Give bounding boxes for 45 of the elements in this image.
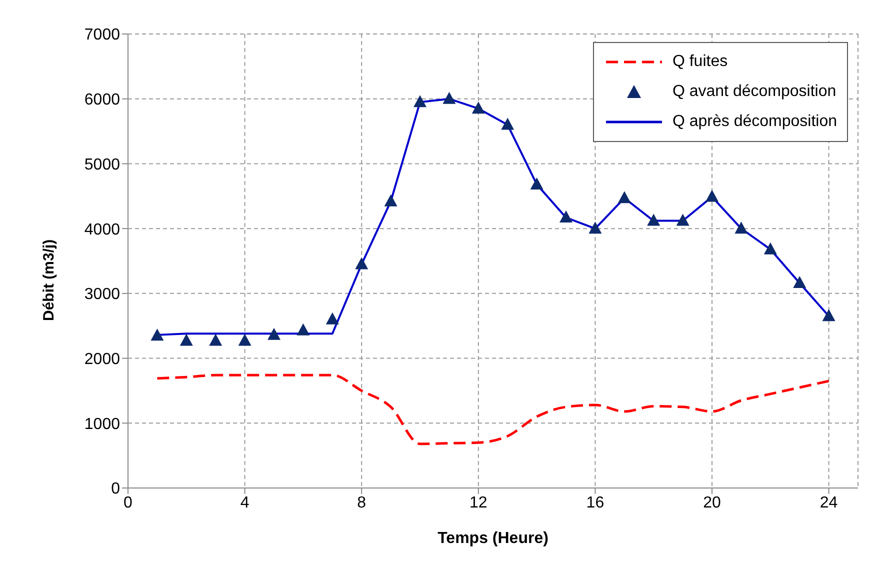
point (150, 328, 164, 341)
point (268, 328, 280, 340)
y-tick-label: 3000 (84, 286, 120, 304)
x-tick-label: 16 (586, 494, 604, 512)
y-axis-title: Débit (m3/j) (40, 239, 58, 321)
x-tick-label: 8 (357, 494, 366, 512)
x-tick-label: 0 (124, 494, 133, 512)
point (560, 210, 572, 223)
y-tick-label: 0 (111, 480, 120, 498)
point (472, 102, 485, 114)
x-tick-label: 4 (240, 494, 250, 512)
point (588, 222, 602, 234)
y-tick-label: 2000 (84, 350, 120, 368)
point (647, 214, 660, 226)
x-axis-title: Temps (Heure) (438, 530, 548, 547)
point (296, 323, 310, 336)
y-tick-label: 5000 (84, 156, 120, 174)
point (618, 191, 631, 204)
point (530, 177, 544, 190)
x-tick-label: 20 (703, 494, 721, 512)
point (764, 242, 777, 254)
point (676, 214, 690, 226)
point (209, 334, 222, 346)
y-tick-label: 1000 (84, 416, 120, 433)
x-tick-label: 12 (470, 494, 488, 512)
legend-label: Q après décomposition (672, 112, 837, 132)
point (501, 118, 514, 130)
point (793, 276, 806, 288)
x-tick-label: 24 (820, 494, 838, 512)
point (442, 92, 456, 104)
y-tick-label: 7000 (84, 26, 120, 44)
point (384, 194, 398, 206)
point (414, 95, 426, 108)
y-tick-label: 4000 (84, 221, 120, 238)
point (734, 222, 748, 234)
line-series (156, 374, 830, 446)
point (706, 190, 718, 202)
legend-label: Q fuites (672, 52, 728, 72)
point (238, 334, 252, 346)
point (822, 309, 836, 322)
y-tick-label: 6000 (84, 92, 120, 109)
point (180, 334, 193, 346)
point (326, 312, 339, 324)
legend-label: Q avant décomposition (672, 82, 836, 102)
point (355, 257, 368, 270)
